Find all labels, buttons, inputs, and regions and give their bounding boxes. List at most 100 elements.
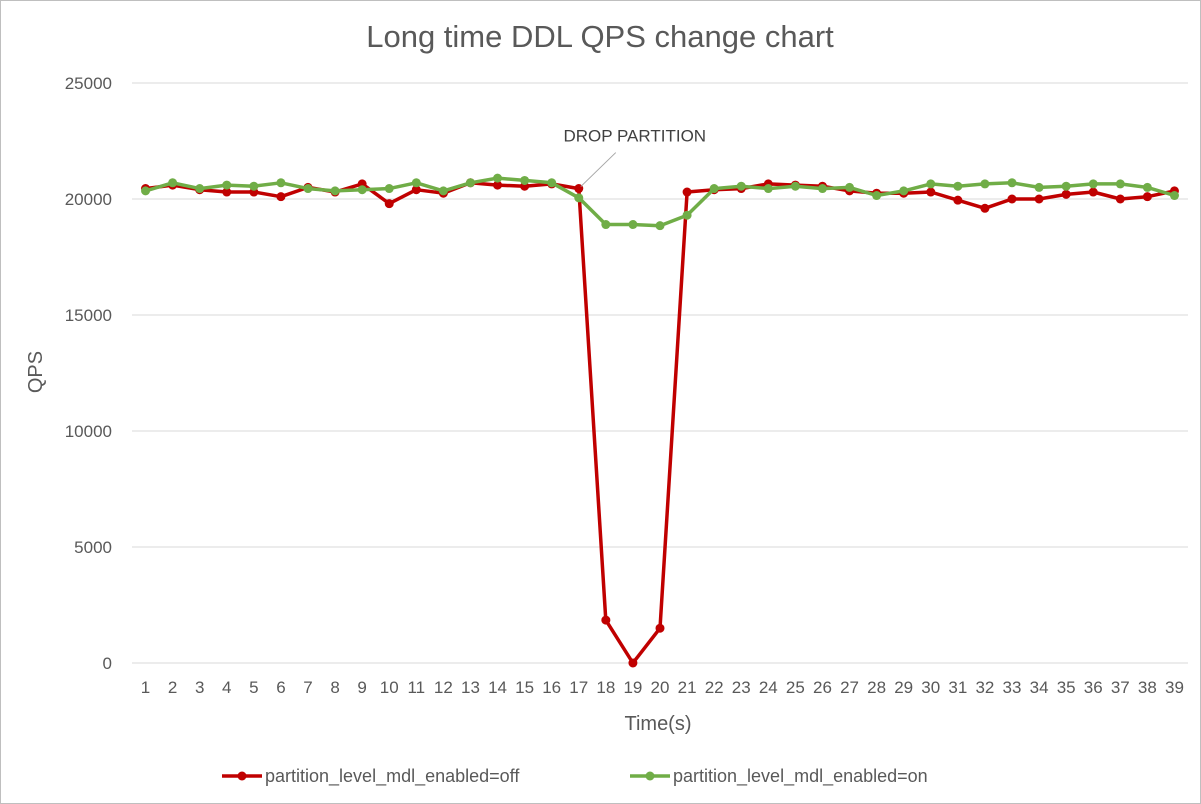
data-point: [1034, 182, 1044, 192]
series-1: [141, 178, 1179, 668]
x-tick-label: 24: [759, 678, 778, 697]
data-point: [763, 184, 773, 194]
data-point: [1169, 191, 1179, 201]
data-point: [601, 220, 611, 230]
x-tick-label: 17: [569, 678, 588, 697]
data-point: [1007, 178, 1017, 188]
data-point: [1142, 192, 1152, 202]
x-tick-label: 5: [249, 678, 258, 697]
annotation-layer: DROP PARTITION: [563, 127, 706, 187]
data-point: [411, 178, 421, 188]
y-tick-label: 15000: [65, 306, 112, 325]
data-point: [493, 180, 503, 190]
y-tick-label: 25000: [65, 74, 112, 93]
series-2: [141, 173, 1179, 231]
x-tick-label: 13: [461, 678, 480, 697]
data-point: [1034, 194, 1044, 204]
data-point: [953, 195, 963, 205]
data-point: [222, 180, 232, 190]
data-point: [384, 184, 394, 194]
data-point: [817, 184, 827, 194]
x-tick-label: 18: [596, 678, 615, 697]
x-tick-label: 36: [1084, 678, 1103, 697]
x-tick-label: 28: [867, 678, 886, 697]
x-tick-label: 12: [434, 678, 453, 697]
legend-marker: [237, 771, 247, 781]
x-tick-label: 20: [651, 678, 670, 697]
y-tick-label: 5000: [74, 538, 112, 557]
legend: partition_level_mdl_enabled=off partition…: [222, 766, 928, 787]
y-tick-label: 0: [103, 654, 112, 673]
data-point: [655, 221, 665, 231]
data-point: [628, 220, 638, 230]
x-tick-label: 19: [623, 678, 642, 697]
data-point: [926, 179, 936, 189]
annotation-leader-line: [580, 152, 617, 187]
data-point: [465, 178, 475, 188]
x-tick-label: 16: [542, 678, 561, 697]
legend-item: partition_level_mdl_enabled=off: [222, 766, 520, 787]
data-point: [1061, 181, 1071, 191]
data-point: [195, 184, 205, 194]
data-point: [303, 184, 313, 194]
data-point: [845, 182, 855, 192]
x-tick-label: 2: [168, 678, 177, 697]
legend-item: partition_level_mdl_enabled=on: [630, 766, 928, 787]
data-point: [547, 178, 557, 188]
x-axis-ticks: 1 2 3 4 5 6 7 8 9 10 11 12 13 14 15 16 17 18 19 20 21 22 23 24 2…: [141, 678, 1184, 697]
data-point: [926, 187, 936, 197]
gridlines: [132, 82, 1188, 664]
data-point: [1115, 194, 1125, 204]
x-tick-label: 11: [407, 678, 425, 697]
data-point: [330, 186, 340, 196]
data-point: [953, 181, 963, 191]
data-point: [682, 187, 692, 197]
series-layer: [141, 173, 1179, 668]
data-point: [601, 615, 611, 625]
x-tick-label: 35: [1057, 678, 1076, 697]
x-tick-label: 10: [380, 678, 399, 697]
data-point: [980, 203, 990, 213]
x-tick-label: 4: [222, 678, 231, 697]
data-point: [628, 658, 638, 668]
data-point: [1061, 189, 1071, 199]
data-point: [141, 186, 151, 196]
x-tick-label: 1: [141, 678, 150, 697]
data-point: [357, 185, 367, 195]
annotation-label: DROP PARTITION: [563, 127, 706, 146]
data-point: [736, 181, 746, 191]
x-tick-label: 37: [1111, 678, 1130, 697]
x-tick-label: 23: [732, 678, 751, 697]
data-point: [1088, 179, 1098, 189]
y-axis-label: QPS: [25, 351, 47, 393]
x-tick-label: 39: [1165, 678, 1184, 697]
x-tick-label: 7: [303, 678, 312, 697]
data-point: [980, 179, 990, 189]
x-tick-label: 6: [276, 678, 285, 697]
y-tick-label: 20000: [65, 190, 112, 209]
x-tick-label: 32: [975, 678, 994, 697]
data-point: [1142, 182, 1152, 192]
data-point: [872, 191, 882, 201]
y-tick-label: 10000: [65, 422, 112, 441]
data-point: [1007, 194, 1017, 204]
data-point: [222, 187, 232, 197]
data-point: [1088, 187, 1098, 197]
series-line: [143, 176, 1177, 228]
x-tick-label: 31: [948, 678, 967, 697]
chart-title: Long time DDL QPS change chart: [366, 19, 834, 54]
x-tick-label: 9: [357, 678, 366, 697]
x-tick-label: 15: [515, 678, 534, 697]
data-point: [276, 178, 286, 188]
y-axis-ticks: 0 5000 10000 15000 20000 25000: [65, 74, 112, 673]
legend-label: partition_level_mdl_enabled=on: [673, 766, 928, 787]
x-tick-label: 30: [921, 678, 940, 697]
data-point: [790, 181, 800, 191]
x-tick-label: 8: [330, 678, 339, 697]
data-point: [276, 192, 286, 202]
x-tick-label: 26: [813, 678, 832, 697]
legend-marker: [645, 771, 655, 781]
data-point: [709, 184, 719, 194]
